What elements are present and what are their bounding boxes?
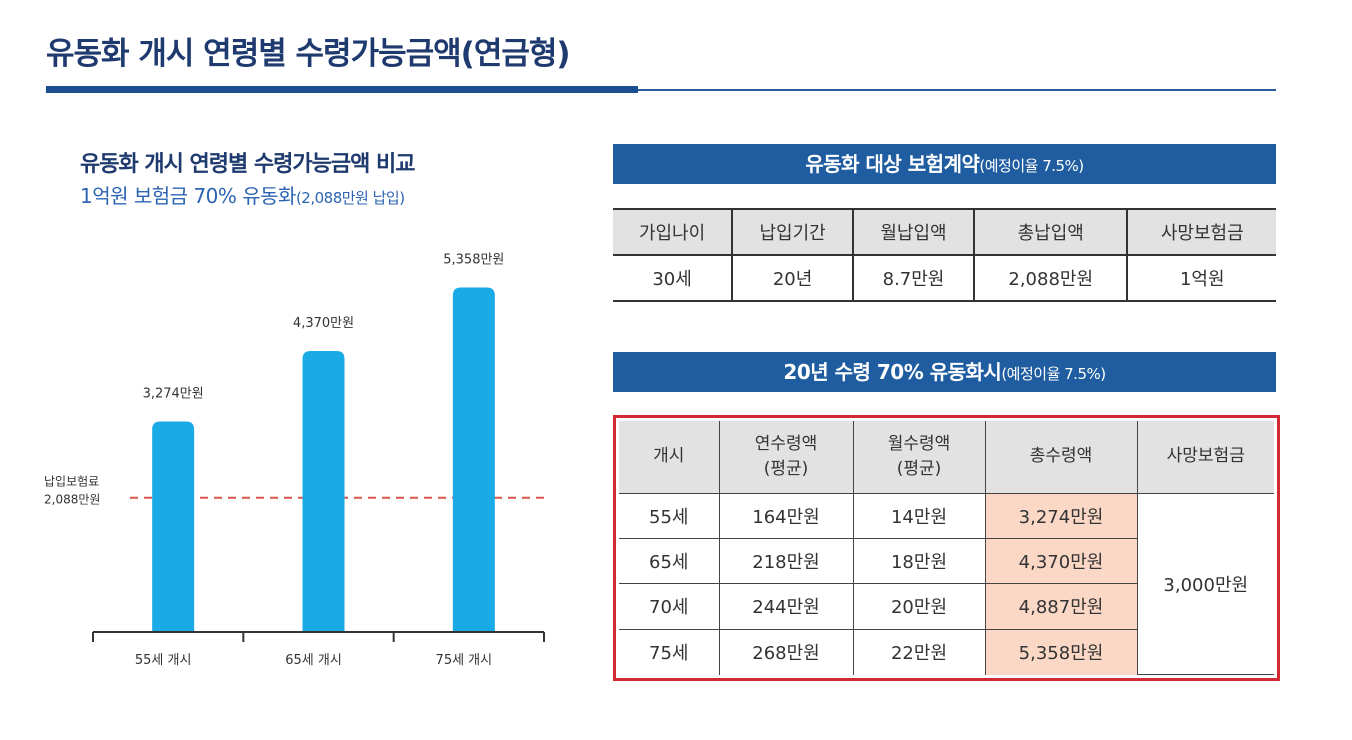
- chart-title: 유동화 개시 연령별 수령가능금액 비교: [80, 152, 415, 177]
- col-header-annual-line1: 연수령액: [754, 434, 818, 455]
- contract-section-header: 유동화 대상 보험계약(예정이율 7.5%): [613, 144, 1276, 184]
- contract-header-note: (예정이율 7.5%): [979, 157, 1084, 175]
- cell: 30세: [613, 255, 733, 302]
- col-header-total: 총수령액: [984, 421, 1138, 494]
- x-tick-label: 75세 개시: [436, 653, 493, 668]
- cell-start: 65세: [619, 537, 720, 585]
- cell-start: 75세: [619, 628, 720, 675]
- table-row: 75세 268만원 22만원 5,358만원: [619, 628, 1274, 675]
- cell: 2,088만원: [972, 255, 1128, 302]
- cell-annual: 244만원: [718, 583, 854, 630]
- bar: [452, 287, 495, 632]
- col-header: 사망보험금: [1126, 208, 1276, 256]
- cell-monthly: 18만원: [852, 537, 986, 585]
- cell-total: 4,370만원: [984, 537, 1137, 585]
- col-header-death: 사망보험금: [1136, 421, 1274, 494]
- cell-annual: 268만원: [718, 628, 854, 675]
- page-title: 유동화 개시 연령별 수령가능금액(연금형): [46, 36, 571, 72]
- bar: [302, 351, 345, 632]
- bar-value-label: 4,370만원: [293, 316, 354, 331]
- title-underline-thick: [46, 86, 638, 93]
- bar-value-label: 5,358만원: [443, 252, 504, 267]
- cell-death-benefit: 3,000만원: [1136, 492, 1274, 675]
- cell-annual: 164만원: [718, 492, 854, 539]
- col-header: 총납입액: [972, 208, 1128, 256]
- cell: 20년: [731, 255, 854, 302]
- reference-label-line1: 납입보험료: [44, 475, 99, 489]
- cell-total: 5,358만원: [984, 628, 1137, 675]
- chart-subtitle-main: 1억원 보험금 70% 유동화: [80, 184, 296, 208]
- table-row: 30세 20년 8.7만원 2,088만원 1억원: [613, 255, 1276, 302]
- cell-annual: 218만원: [718, 537, 854, 585]
- col-header-monthly-line1: 월수령액: [887, 434, 951, 455]
- chart-subtitle-note: (2,088만원 납입): [295, 189, 405, 207]
- cell-total: 3,274만원: [984, 492, 1138, 539]
- payout-header-main: 20년 수령 70% 유동화시: [783, 360, 1002, 384]
- payout-section-header: 20년 수령 70% 유동화시(예정이율 7.5%): [613, 352, 1276, 392]
- x-tick-label: 55세 개시: [135, 653, 192, 668]
- bar-chart: 납입보험료 2,088만원 3,274만원 55세 개시 4,370만원 65세 개시 5,…: [44, 252, 548, 668]
- reference-label-line2: 2,088만원: [44, 493, 100, 507]
- chart-subtitle: 1억원 보험금 70% 유동화(2,088만원 납입): [80, 180, 405, 209]
- contract-header-main: 유동화 대상 보험계약: [805, 152, 980, 176]
- cell: 8.7만원: [852, 255, 974, 302]
- payout-table-frame: 개시 연수령액 (평균) 월수령액 (평균) 총수령액 사망보험금 55세 16…: [613, 415, 1280, 681]
- col-header-monthly: 월수령액 (평균): [852, 421, 986, 494]
- col-header-monthly-line2: (평균): [896, 458, 942, 479]
- cell: 1억원: [1126, 255, 1276, 302]
- col-header: 월납입액: [852, 208, 974, 256]
- col-header: 납입기간: [731, 208, 854, 256]
- x-tick-label: 65세 개시: [285, 653, 342, 668]
- table-row: 65세 218만원 18만원 4,370만원: [619, 537, 1274, 585]
- payout-header-note: (예정이율 7.5%): [1001, 365, 1106, 383]
- table-row: 55세 164만원 14만원 3,274만원 3,000만원: [619, 492, 1274, 675]
- title-underline-thin: [638, 89, 1276, 91]
- col-header: 가입나이: [613, 208, 733, 256]
- cell-monthly: 20만원: [852, 583, 986, 630]
- contract-table: 가입나이 납입기간 월납입액 총납입액 사망보험금 30세 20년 8.7만원 …: [613, 208, 1276, 302]
- payout-table: 개시 연수령액 (평균) 월수령액 (평균) 총수령액 사망보험금 55세 16…: [619, 421, 1274, 675]
- bar-value-label: 3,274만원: [143, 386, 204, 401]
- col-header-start: 개시: [619, 421, 720, 494]
- cell-total: 4,887만원: [984, 583, 1137, 630]
- cell-start: 70세: [619, 583, 720, 630]
- cell-monthly: 14만원: [852, 492, 986, 539]
- cell-monthly: 22만원: [852, 628, 986, 675]
- cell-start: 55세: [619, 492, 720, 539]
- col-header-annual: 연수령액 (평균): [718, 421, 854, 494]
- bar: [152, 421, 195, 632]
- col-header-annual-line2: (평균): [763, 458, 809, 479]
